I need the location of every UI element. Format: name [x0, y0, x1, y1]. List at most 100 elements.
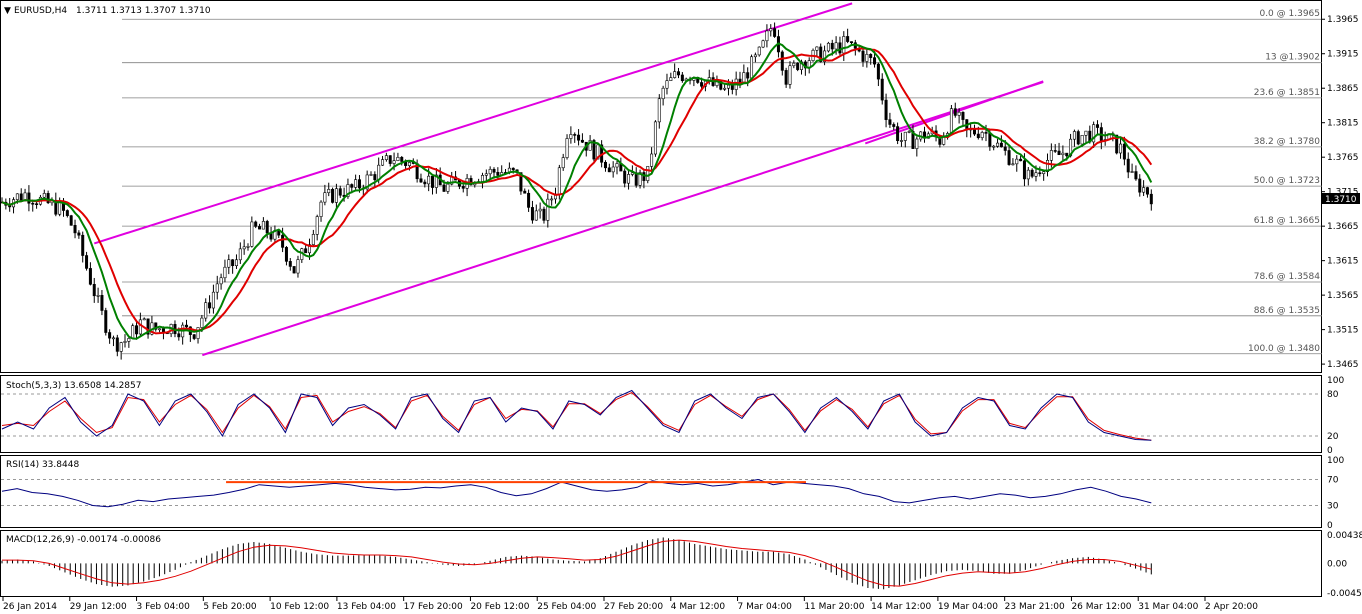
- time-tick-label: 29 Jan 12:00: [70, 602, 127, 612]
- candle-body: [653, 121, 657, 155]
- price-tick-label: 1.3615: [1327, 257, 1359, 267]
- candle-body: [69, 215, 73, 226]
- candle-body: [1053, 150, 1057, 152]
- time-tick-label: 13 Feb 04:00: [337, 602, 396, 612]
- candle-body: [19, 193, 23, 201]
- candle-body: [200, 317, 204, 328]
- candle-body: [484, 173, 488, 176]
- candle-body: [896, 126, 900, 141]
- price-tick-label: 1.3515: [1327, 326, 1359, 336]
- candle-body: [596, 144, 600, 160]
- candle-body: [369, 174, 373, 176]
- candle-body: [646, 166, 650, 181]
- macd-title: MACD(12,26,9) -0.00174 -0.00086: [6, 535, 161, 545]
- candle-body: [123, 341, 127, 343]
- candle-body: [1049, 150, 1053, 161]
- candle-body: [1138, 178, 1142, 193]
- candle-body: [823, 50, 827, 62]
- time-tick-label: 2 Apr 20:00: [1205, 602, 1258, 612]
- candle-body: [849, 41, 853, 44]
- candle-body: [700, 82, 704, 87]
- candle-body: [984, 132, 988, 134]
- candle-body: [365, 174, 369, 190]
- candle-body: [215, 283, 219, 293]
- candle-body: [542, 208, 546, 221]
- price-tick-label: 1.3865: [1327, 84, 1359, 94]
- candle-body: [354, 179, 358, 188]
- candle-body: [92, 284, 96, 297]
- candle-body: [135, 325, 139, 335]
- candle-body: [842, 36, 846, 54]
- candle-body: [627, 174, 631, 184]
- time-tick-label: 31 Mar 04:00: [1138, 602, 1198, 612]
- candle-body: [565, 138, 569, 158]
- candle-body: [961, 111, 965, 120]
- candle-body: [742, 72, 746, 83]
- macd-tick-label: 0.00: [1327, 559, 1347, 569]
- time-tick-label: 4 Mar 12:00: [671, 602, 726, 612]
- candle-body: [726, 84, 730, 89]
- stoch-tick-label: 20: [1327, 432, 1339, 442]
- time-axis: 26 Jan 2014 29 Jan 12:00 3 Feb 04:00 5 Feb …: [2, 597, 1258, 612]
- candle-body: [400, 156, 404, 162]
- price-tick-label: 1.3715: [1327, 188, 1359, 198]
- candle-body: [1119, 143, 1123, 154]
- candle-body: [142, 318, 146, 321]
- candle-body: [35, 203, 39, 205]
- candle-body: [899, 140, 903, 142]
- candle-body: [323, 192, 327, 203]
- candle-body: [1092, 124, 1096, 143]
- stoch-signal-line: [1, 392, 1152, 441]
- candle-body: [219, 277, 223, 285]
- candle-body: [1038, 172, 1042, 175]
- candle-body: [73, 225, 77, 234]
- candle-body: [769, 28, 773, 32]
- channel-upper-line: [93, 2, 853, 245]
- candle-body: [227, 259, 231, 268]
- candle-body: [519, 172, 523, 192]
- candle-body: [638, 172, 642, 186]
- candle-body: [304, 248, 308, 254]
- candle-body: [1142, 187, 1146, 193]
- fib-label: 88.6 @ 1.3535: [1254, 306, 1320, 316]
- candle-body: [23, 192, 27, 201]
- candle-body: [138, 319, 142, 335]
- candle-body: [1057, 150, 1061, 156]
- candle-body: [46, 193, 50, 204]
- rsi: 100 70 30 0: [1, 456, 1344, 531]
- candle-body: [154, 322, 158, 330]
- candle-body: [315, 216, 319, 235]
- price-tick-label: 1.3965: [1327, 15, 1359, 25]
- candle-body: [115, 337, 119, 352]
- time-tick-label: 5 Feb 20:00: [203, 602, 257, 612]
- price-tick-label: 1.3815: [1327, 119, 1359, 129]
- candle-body: [288, 261, 292, 267]
- fib-label: 38.2 @ 1.3780: [1254, 137, 1321, 147]
- candle-body: [534, 210, 538, 221]
- candle-body: [765, 30, 769, 42]
- candle-body: [665, 80, 669, 89]
- candle-body: [1134, 171, 1138, 180]
- rsi-pane[interactable]: [0, 455, 1322, 528]
- candle-body: [54, 199, 58, 215]
- candle-body: [527, 192, 531, 208]
- candle-body: [1072, 131, 1076, 140]
- price-tick-label: 1.3465: [1327, 360, 1359, 370]
- candle-body: [784, 70, 788, 85]
- fib-label: 78.6 @ 1.3584: [1254, 272, 1321, 282]
- stochastic: 100 80 20 0: [1, 376, 1344, 456]
- fib-label: 100.0 @ 1.3480: [1248, 344, 1320, 354]
- candle-body: [1007, 150, 1011, 165]
- candle-body: [311, 234, 315, 245]
- candle-body: [346, 184, 350, 197]
- macd-pane[interactable]: [0, 530, 1322, 597]
- candle-body: [223, 266, 227, 279]
- candle-body: [1030, 169, 1034, 177]
- candle-body: [826, 42, 830, 52]
- candle-body: [258, 226, 262, 230]
- stoch-pane[interactable]: [0, 375, 1322, 453]
- fib-label: 61.8 @ 1.3665: [1254, 216, 1320, 226]
- candle-body: [392, 160, 396, 164]
- candle-body: [830, 42, 834, 50]
